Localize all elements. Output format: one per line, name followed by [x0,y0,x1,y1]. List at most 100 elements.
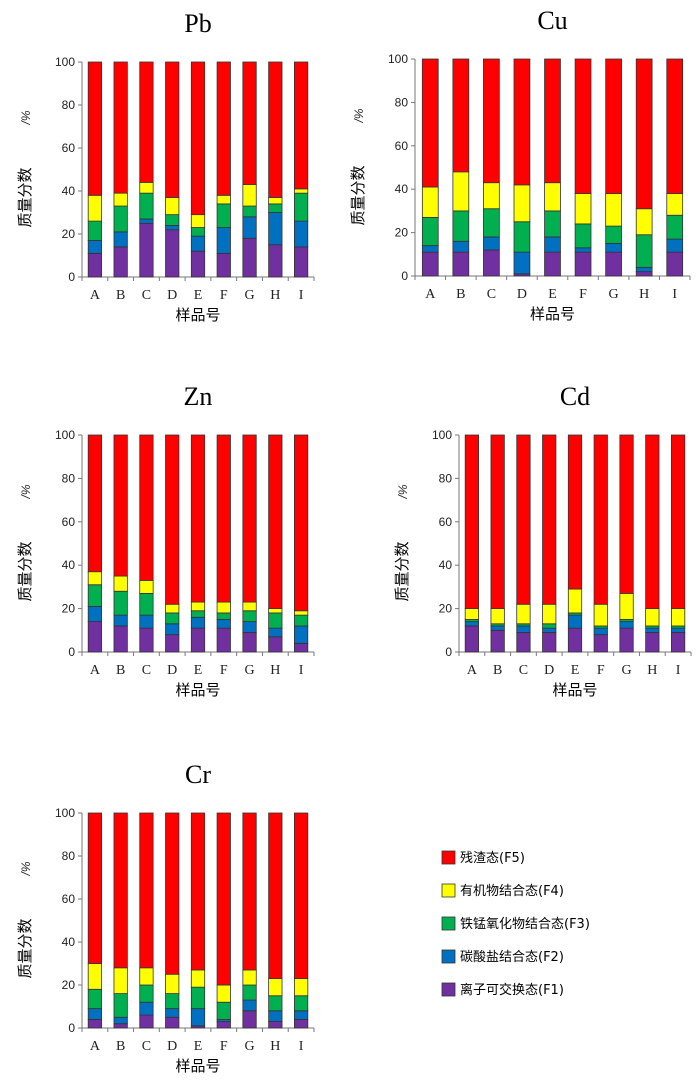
x-tick-label: G [244,663,254,678]
bar-segment-cr-E-f2 [190,1008,206,1027]
chart-zn: Zn 0 20 40 60 80 100 A B C D E F G H I 样品号 质量分数 /% [16,382,315,699]
chart-title-cu: Cu [537,6,567,35]
bar-segment-cr-I-f4 [294,978,309,997]
legend-swatch [441,982,456,997]
bar-segment-pb-B-f3 [113,205,128,233]
bar-segment-cd-C-f4 [516,603,531,625]
bar-segment-zn-B-f1 [113,625,128,653]
bar-segment-cu-A-f1 [421,251,439,277]
y-tick-label: 20 [62,602,76,616]
x-tick-label: E [194,1039,203,1054]
x-tick-label: A [425,287,436,302]
y-tick-label: 0 [68,270,75,284]
y-tick-label: 80 [395,95,409,109]
y-tick-label: 60 [439,515,453,529]
bar-segment-cr-D-f4 [165,973,180,995]
bar-segment-cu-A-f4 [421,186,439,218]
bar-segment-pb-A-f4 [87,194,102,222]
bar-segment-pb-B-f4 [113,192,128,207]
bar-segment-cu-E-f2 [544,236,561,253]
bar-segment-zn-E-f2 [190,616,206,629]
bar-segment-pb-E-f2 [190,235,206,252]
y-tick-label: 40 [62,935,76,949]
x-tick-label: B [116,288,125,303]
bar-segment-pb-C-f1 [139,222,154,278]
bar-segment-cr-H-f5 [268,812,283,979]
y-axis-label: 质量分数 [349,165,367,225]
chart-title-zn: Zn [184,382,213,411]
x-tick-label: I [299,663,304,678]
x-tick-label: C [142,288,151,303]
bar-segment-cu-C-f3 [483,208,500,238]
bar-segment-cd-C-f2 [516,625,531,633]
bar-segment-cr-H-f1 [268,1021,283,1029]
y-tick-label: 100 [55,428,75,442]
bar-segment-zn-C-f4 [139,579,154,594]
bar-segment-cu-G-f2 [605,243,622,253]
legend: 残渣态(F5) 有机物结合态(F4) 铁锰氧化物结合态(F3) 碳酸盐结合态(F2) 离… [441,850,590,998]
x-tick-label: F [220,288,228,303]
bar-segment-cr-H-f3 [268,995,283,1012]
y-tick-label: 40 [62,184,76,198]
bar-segment-pb-E-f5 [190,61,206,216]
bar-segment-cd-B-f2 [490,625,505,631]
bar-segment-zn-A-f5 [87,434,102,573]
chart-pb: Pb 0 20 40 60 80 100 A B C D E F G H I 样品号 质量分数 /% [16,9,315,324]
bar-segment-cu-F-f2 [574,247,592,253]
bar-segment-cu-I-f5 [666,58,684,194]
bar-segment-cd-B-f1 [490,629,505,653]
bar-segment-pb-F-f4 [216,194,231,205]
bar-segment-cd-C-f5 [516,434,531,605]
bar-segment-pb-F-f5 [216,61,231,196]
bar-segment-cd-I-f2 [671,627,686,633]
bar-segment-cd-D-f1 [542,632,557,653]
y-tick-label: 40 [395,182,409,196]
bar-segment-cr-A-f1 [87,1019,102,1029]
x-axis-label: 样品号 [552,681,597,699]
x-tick-label: H [639,287,649,302]
bar-segment-zn-G-f3 [242,610,257,623]
bar-segment-zn-C-f5 [139,434,154,581]
y-axis-unit: /% [352,108,366,123]
x-tick-label: F [220,663,228,678]
x-tick-label: A [467,663,478,678]
bar-segment-cu-A-f5 [421,58,439,188]
bar-segment-cd-H-f4 [645,608,660,627]
chart-title-cr: Cr [185,760,211,789]
y-axis-unit: /% [396,484,410,499]
x-tick-label: I [299,288,304,303]
bar-segment-zn-A-f4 [87,571,102,586]
bar-segment-zn-E-f3 [190,610,206,618]
bar-segment-cd-I-f1 [671,632,686,653]
x-tick-label: I [672,287,677,302]
bar-segment-cr-C-f3 [139,984,154,1003]
bar-segment-zn-D-f2 [165,623,180,636]
bar-segment-cd-A-f2 [464,621,479,627]
bar-segment-cd-B-f4 [490,608,505,625]
y-tick-label: 100 [55,55,75,69]
bar-segment-zn-I-f4 [294,610,309,616]
bar-segment-cu-H-f5 [635,58,653,210]
y-tick-label: 20 [395,226,409,240]
bar-segment-pb-F-f1 [216,252,231,278]
bar-segment-cr-I-f1 [294,1019,309,1029]
y-axis-label: 质量分数 [16,918,34,978]
bar-segment-cr-G-f1 [242,1010,257,1029]
bar-segment-cr-D-f2 [165,1008,180,1018]
bar-segment-pb-B-f2 [113,231,128,248]
bar-segment-zn-D-f1 [165,634,180,653]
bar-segment-cd-D-f3 [542,623,557,629]
bar-segment-cu-H-f3 [635,234,653,268]
bar-segment-zn-H-f2 [268,627,283,638]
bar-segment-cu-D-f3 [513,221,531,253]
bar-segment-cu-B-f4 [452,171,470,212]
bar-segment-pb-D-f1 [165,229,180,278]
chart-cr: Cr 0 20 40 60 80 100 A B C D E F G H I 样品号 质量分数 /% [16,760,315,1075]
bar-segment-cr-C-f1 [139,1014,154,1029]
x-tick-label: E [548,287,557,302]
y-tick-label: 60 [62,515,76,529]
bar-segment-cu-C-f1 [483,249,500,277]
bar-segment-cu-B-f5 [452,58,470,173]
bar-segment-pb-D-f4 [165,197,180,216]
x-tick-label: G [244,1039,254,1054]
